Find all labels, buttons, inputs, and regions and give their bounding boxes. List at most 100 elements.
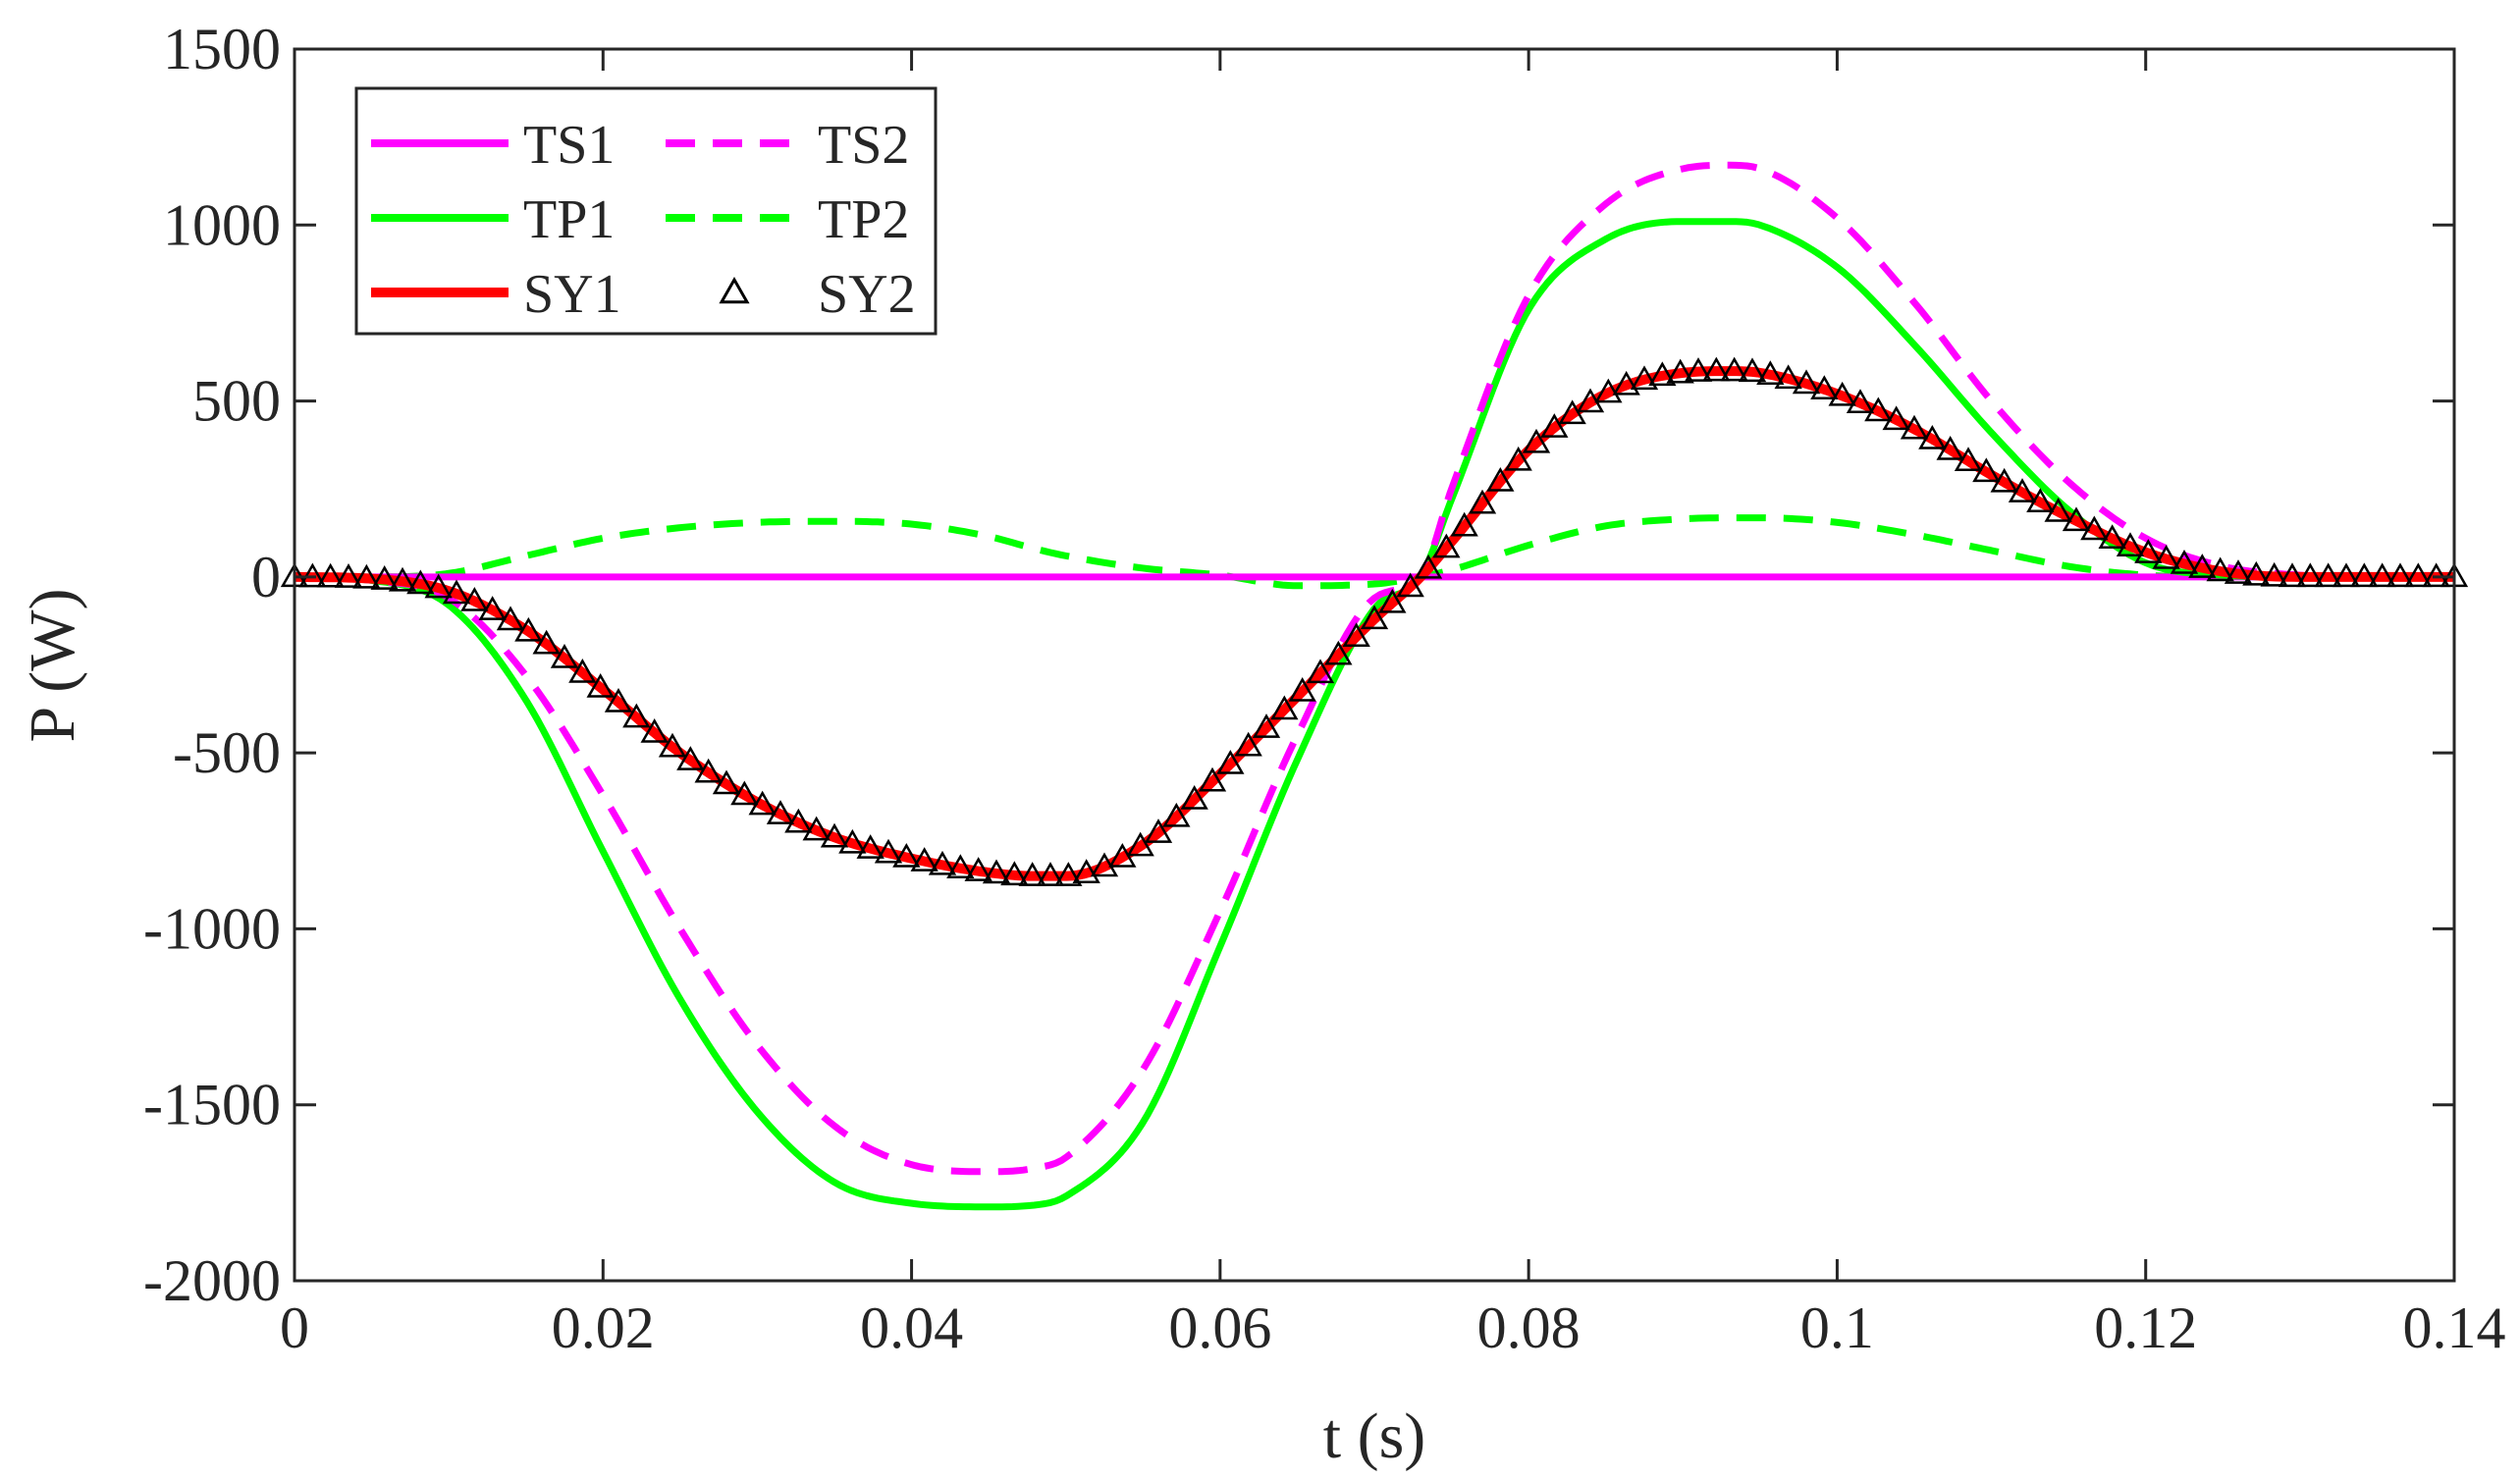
series-sy2-marker xyxy=(1342,622,1370,648)
legend-item-ts1: TS1 xyxy=(371,115,615,176)
x-tick-label: 0 xyxy=(280,1295,309,1360)
series-sy2-marker xyxy=(2026,488,2055,513)
y-tick-label: 0 xyxy=(251,545,281,609)
y-tick-label: -1000 xyxy=(143,896,281,961)
series-sy2-marker xyxy=(1648,361,1677,387)
series-sy2-marker xyxy=(820,822,849,848)
series-sy2-marker xyxy=(730,780,759,806)
x-tick-label: 0.04 xyxy=(860,1295,963,1360)
series-sy2-marker xyxy=(892,842,921,868)
series-ts2-line xyxy=(294,161,2454,1176)
ticks-layer: 0 0.02 0.04 0.06 0.08 0.1 0.12 0.14 -2000 -1500 -1… xyxy=(143,17,2505,1360)
series-sy2-marker xyxy=(694,758,723,783)
series-sy2-marker xyxy=(964,857,992,881)
series-sy2-marker xyxy=(1720,356,1748,382)
y-tick-label: 1500 xyxy=(163,17,281,81)
series-sy2-marker xyxy=(1882,405,1910,431)
series-sy2-marker xyxy=(316,562,345,588)
series-sy2-marker xyxy=(2008,478,2037,502)
series-sy2-marker xyxy=(1360,605,1389,630)
series-sy2-marker xyxy=(2170,550,2199,574)
series-sy2-marker xyxy=(1612,370,1640,396)
series-sy2-marker xyxy=(2278,562,2307,588)
y-tick-label: 1000 xyxy=(163,192,281,257)
series-sy2-marker xyxy=(2188,554,2217,578)
series-sy2-marker xyxy=(1936,435,1964,460)
series-sy2-marker xyxy=(856,834,885,859)
series-sy2-marker xyxy=(1198,766,1227,792)
series-sy2-marker xyxy=(766,800,795,824)
series-sy2-marker xyxy=(1252,713,1281,738)
axes-box xyxy=(293,47,2456,1283)
series-sy2-marker xyxy=(1162,802,1191,827)
series-sy2-marker xyxy=(1144,819,1173,843)
series-layer xyxy=(280,161,2469,1211)
series-sy2-marker xyxy=(1522,428,1551,453)
y-tick-label: -500 xyxy=(173,720,281,785)
series-sy2-marker xyxy=(1288,676,1316,702)
series-sy2-marker xyxy=(1432,533,1461,558)
series-sy2-marker xyxy=(460,587,489,611)
series-sy2-marker xyxy=(1900,414,1929,440)
series-sy2-marker xyxy=(2152,545,2180,569)
series-sy2-marker xyxy=(784,808,813,833)
series-sy2-marker xyxy=(1450,511,1478,537)
series-sy2-marker xyxy=(406,569,435,595)
x-tick-label: 0.02 xyxy=(552,1295,655,1360)
y-tick-label: -1500 xyxy=(143,1073,281,1137)
x-tick-label: 0.12 xyxy=(2094,1295,2197,1360)
series-sy2-marker xyxy=(1630,365,1659,391)
legend-item-sy1-label: SY1 xyxy=(523,264,621,325)
legend-item-ts2: TS2 xyxy=(666,115,909,176)
series-sy2-marker xyxy=(1918,424,1947,449)
series-sy2-marker xyxy=(550,644,579,668)
series-sy2-marker xyxy=(1414,554,1443,579)
series-sy2-marker xyxy=(1396,572,1424,598)
x-tick-label: 0.08 xyxy=(1477,1295,1581,1360)
series-sy2-marker xyxy=(442,579,471,605)
series-sy2-marker xyxy=(640,718,669,743)
legend: TS1 TS2 TP1 TP2 SY1 SY2 xyxy=(354,86,938,336)
series-sy2-marker xyxy=(1738,357,1767,383)
series-sy2-marker xyxy=(1504,446,1532,471)
series-sy2-marker xyxy=(1594,378,1623,403)
y-tick-label: 500 xyxy=(192,369,281,434)
series-sy2-marker xyxy=(1990,467,2018,493)
series-sy2-marker xyxy=(1180,785,1208,810)
series-sy2-marker xyxy=(982,859,1011,884)
x-tick-label: 0.1 xyxy=(1800,1295,1874,1360)
series-sy2-marker xyxy=(478,596,507,620)
series-sy2-marker xyxy=(1684,357,1713,382)
series-sy2-marker xyxy=(1000,861,1029,886)
y-tick-label: -2000 xyxy=(143,1248,281,1313)
series-sy2-marker xyxy=(838,828,867,854)
legend-item-tp2: TP2 xyxy=(666,189,909,250)
series-sy2-marker xyxy=(928,850,957,875)
series-sy2-marker xyxy=(424,573,453,599)
series-sy2-marker xyxy=(2314,562,2342,588)
legend-item-tp1-label: TP1 xyxy=(523,189,615,250)
series-sy2-marker xyxy=(2242,560,2271,586)
series-sy2-marker xyxy=(1468,489,1497,514)
series-sy2-marker xyxy=(748,790,777,816)
legend-item-tp1: TP1 xyxy=(371,189,615,250)
series-sy2-marker xyxy=(874,838,903,864)
series-sy2-marker xyxy=(658,732,687,758)
series-sy2-marker xyxy=(2044,498,2072,522)
legend-item-sy1: SY1 xyxy=(371,264,621,325)
legend-item-ts1-label: TS1 xyxy=(523,115,615,176)
x-tick-label: 0.06 xyxy=(1168,1295,1271,1360)
series-sy2-marker xyxy=(2062,506,2091,532)
series-sy2-marker xyxy=(1864,396,1893,422)
series-sy2-marker xyxy=(2116,532,2145,556)
series-sy2-marker xyxy=(1666,358,1694,384)
legend-item-sy2-swatch xyxy=(719,276,750,304)
series-sy2-marker xyxy=(1234,731,1262,757)
series-sy2-marker xyxy=(622,703,651,728)
series-sy2-marker xyxy=(1270,695,1299,720)
series-sy2-marker xyxy=(1756,360,1785,386)
series-sy2-marker xyxy=(802,816,831,841)
series-sy2-marker xyxy=(1036,862,1065,886)
series-sy2-marker xyxy=(1702,356,1731,382)
